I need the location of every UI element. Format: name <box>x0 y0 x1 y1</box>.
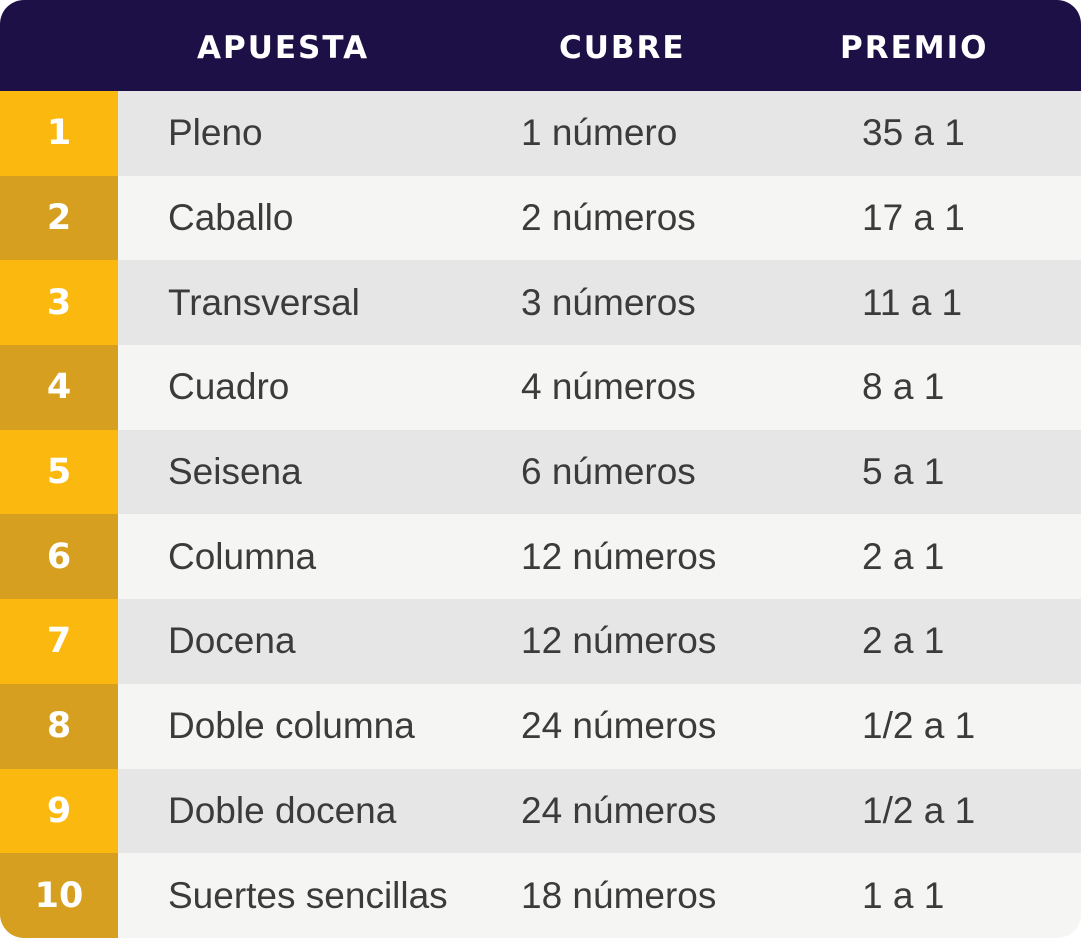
table-header: APUESTA CUBRE PREMIO <box>0 0 1081 91</box>
table-row: 9 Doble docena 24 números 1/2 a 1 <box>0 768 1081 854</box>
table-body: 1 Pleno 1 número 35 a 1 2 Caballo 2 núme… <box>0 91 1081 938</box>
row-number: 6 <box>0 514 118 600</box>
bet-payout: 5 a 1 <box>862 451 945 493</box>
table-row: 8 Doble columna 24 números 1/2 a 1 <box>0 683 1081 769</box>
bet-payout: 1/2 a 1 <box>862 705 976 747</box>
bet-covers: 12 números <box>521 535 717 577</box>
table-row: 6 Columna 12 números 2 a 1 <box>0 514 1081 600</box>
bet-payout: 2 a 1 <box>862 535 945 577</box>
bet-covers: 18 números <box>521 874 717 916</box>
bet-covers: 4 números <box>521 366 696 408</box>
bet-name: Seisena <box>168 451 302 493</box>
table-row: 1 Pleno 1 número 35 a 1 <box>0 91 1081 176</box>
bet-covers: 1 número <box>521 112 678 154</box>
bet-payout: 1/2 a 1 <box>862 789 976 831</box>
row-number: 7 <box>0 599 118 684</box>
bet-name: Suertes sencillas <box>168 874 448 916</box>
bet-covers: 3 números <box>521 281 696 323</box>
table-row: 5 Seisena 6 números 5 a 1 <box>0 429 1081 515</box>
bet-covers: 6 números <box>521 451 696 493</box>
bet-payout: 1 a 1 <box>862 874 945 916</box>
bet-covers: 24 números <box>521 705 717 747</box>
header-bet: APUESTA <box>197 30 370 66</box>
bet-covers: 12 números <box>521 620 717 662</box>
header-payout: PREMIO <box>840 30 989 66</box>
row-number: 4 <box>0 345 118 430</box>
row-number: 1 <box>0 91 118 176</box>
bet-payout: 11 a 1 <box>862 281 963 323</box>
bet-name: Doble columna <box>168 705 415 747</box>
bet-name: Docena <box>168 620 296 662</box>
table-row: 4 Cuadro 4 números 8 a 1 <box>0 345 1081 430</box>
row-number: 8 <box>0 683 118 769</box>
table-row: 10 Suertes sencillas 18 números 1 a 1 <box>0 853 1081 938</box>
bet-covers: 24 números <box>521 789 717 831</box>
header-covers: CUBRE <box>559 30 686 66</box>
bet-payout: 35 a 1 <box>862 112 965 154</box>
bet-name: Cuadro <box>168 366 290 408</box>
bet-payout: 8 a 1 <box>862 366 945 408</box>
table-row: 3 Transversal 3 números 11 a 1 <box>0 260 1081 346</box>
bet-name: Transversal <box>168 281 360 323</box>
bet-name: Columna <box>168 535 317 577</box>
row-number: 2 <box>0 175 118 261</box>
row-number: 9 <box>0 768 118 854</box>
bet-name: Caballo <box>168 197 294 239</box>
bet-payout: 17 a 1 <box>862 197 965 239</box>
row-number: 5 <box>0 429 118 515</box>
bet-payout: 2 a 1 <box>862 620 945 662</box>
row-number: 10 <box>0 853 118 938</box>
table-row: 7 Docena 12 números 2 a 1 <box>0 599 1081 684</box>
row-number: 3 <box>0 260 118 346</box>
table-row: 2 Caballo 2 números 17 a 1 <box>0 175 1081 261</box>
bet-name: Pleno <box>168 112 263 154</box>
bet-covers: 2 números <box>521 197 696 239</box>
bet-name: Doble docena <box>168 789 397 831</box>
